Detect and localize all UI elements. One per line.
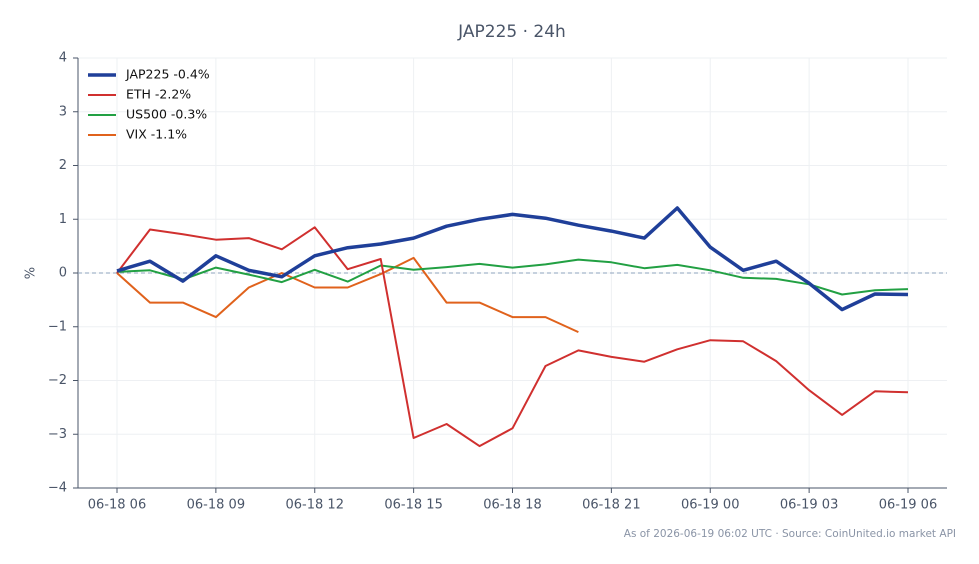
y-tick-label: 1 bbox=[59, 212, 67, 227]
x-tick-label: 06-18 12 bbox=[286, 498, 344, 513]
x-tick-label: 06-18 15 bbox=[384, 498, 442, 513]
legend-label: JAP225 -0.4% bbox=[125, 67, 210, 82]
x-tick-label: 06-18 21 bbox=[582, 498, 640, 513]
y-tick-label: 3 bbox=[59, 104, 67, 119]
y-tick-label: −3 bbox=[48, 427, 67, 442]
x-tick-label: 06-18 06 bbox=[88, 498, 146, 513]
y-tick-label: 0 bbox=[59, 266, 67, 281]
chart-title: JAP225 · 24h bbox=[457, 22, 566, 42]
series-line bbox=[116, 206, 909, 312]
x-tick-label: 06-18 18 bbox=[483, 498, 541, 513]
x-tick-label: 06-19 06 bbox=[879, 498, 937, 513]
y-tick-label: −4 bbox=[48, 481, 67, 496]
legend-label: ETH -2.2% bbox=[126, 87, 191, 102]
series-line bbox=[116, 226, 909, 448]
y-tick-label: −1 bbox=[48, 319, 67, 334]
y-tick-label: −2 bbox=[48, 373, 67, 388]
legend-label: US500 -0.3% bbox=[126, 107, 207, 122]
series-line bbox=[116, 256, 579, 334]
y-axis-label: % bbox=[24, 267, 39, 279]
x-tick-label: 06-18 09 bbox=[187, 498, 245, 513]
series-line bbox=[116, 258, 909, 296]
legend-label: VIX -1.1% bbox=[126, 127, 187, 142]
footnote: As of 2026-06-19 06:02 UTC · Source: Coi… bbox=[624, 528, 956, 540]
y-tick-label: 2 bbox=[59, 158, 67, 173]
x-tick-label: 06-19 03 bbox=[780, 498, 838, 513]
y-tick-label: 4 bbox=[59, 51, 67, 66]
x-tick-label: 06-19 00 bbox=[681, 498, 739, 513]
